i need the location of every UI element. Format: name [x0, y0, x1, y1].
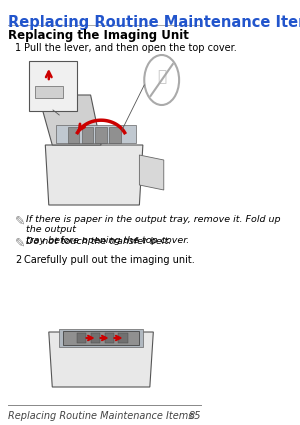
Polygon shape [95, 127, 106, 143]
Text: Replacing Routine Maintenance Items: Replacing Routine Maintenance Items [8, 15, 300, 30]
Polygon shape [68, 127, 79, 143]
Polygon shape [63, 331, 140, 345]
Polygon shape [49, 332, 153, 387]
Text: 1: 1 [15, 43, 22, 53]
Text: 2: 2 [15, 255, 22, 265]
Text: ✋: ✋ [157, 70, 166, 85]
Bar [118, 333, 128, 343]
Text: Carefully pull out the imaging unit.: Carefully pull out the imaging unit. [24, 255, 194, 265]
Text: Pull the lever, and then open the top cover.: Pull the lever, and then open the top co… [24, 43, 236, 53]
Polygon shape [59, 329, 143, 347]
Bar [91, 333, 100, 343]
Bar [35, 86, 63, 98]
Polygon shape [140, 155, 164, 190]
FancyBboxPatch shape [28, 61, 77, 111]
Polygon shape [82, 127, 93, 143]
Text: Do not touch the transfer belt.: Do not touch the transfer belt. [26, 237, 172, 246]
Polygon shape [56, 125, 136, 143]
Polygon shape [45, 145, 143, 205]
Text: If there is paper in the output tray, remove it. Fold up the output
tray before : If there is paper in the output tray, re… [26, 215, 281, 245]
Text: ✎: ✎ [15, 215, 26, 228]
Polygon shape [38, 95, 101, 145]
Bar [104, 333, 114, 343]
Text: Replacing the Imaging Unit: Replacing the Imaging Unit [8, 29, 189, 42]
Text: 85: 85 [188, 411, 201, 421]
Text: Replacing Routine Maintenance Items: Replacing Routine Maintenance Items [8, 411, 194, 421]
Text: ✎: ✎ [15, 237, 26, 250]
Polygon shape [110, 127, 121, 143]
Bar [77, 333, 86, 343]
